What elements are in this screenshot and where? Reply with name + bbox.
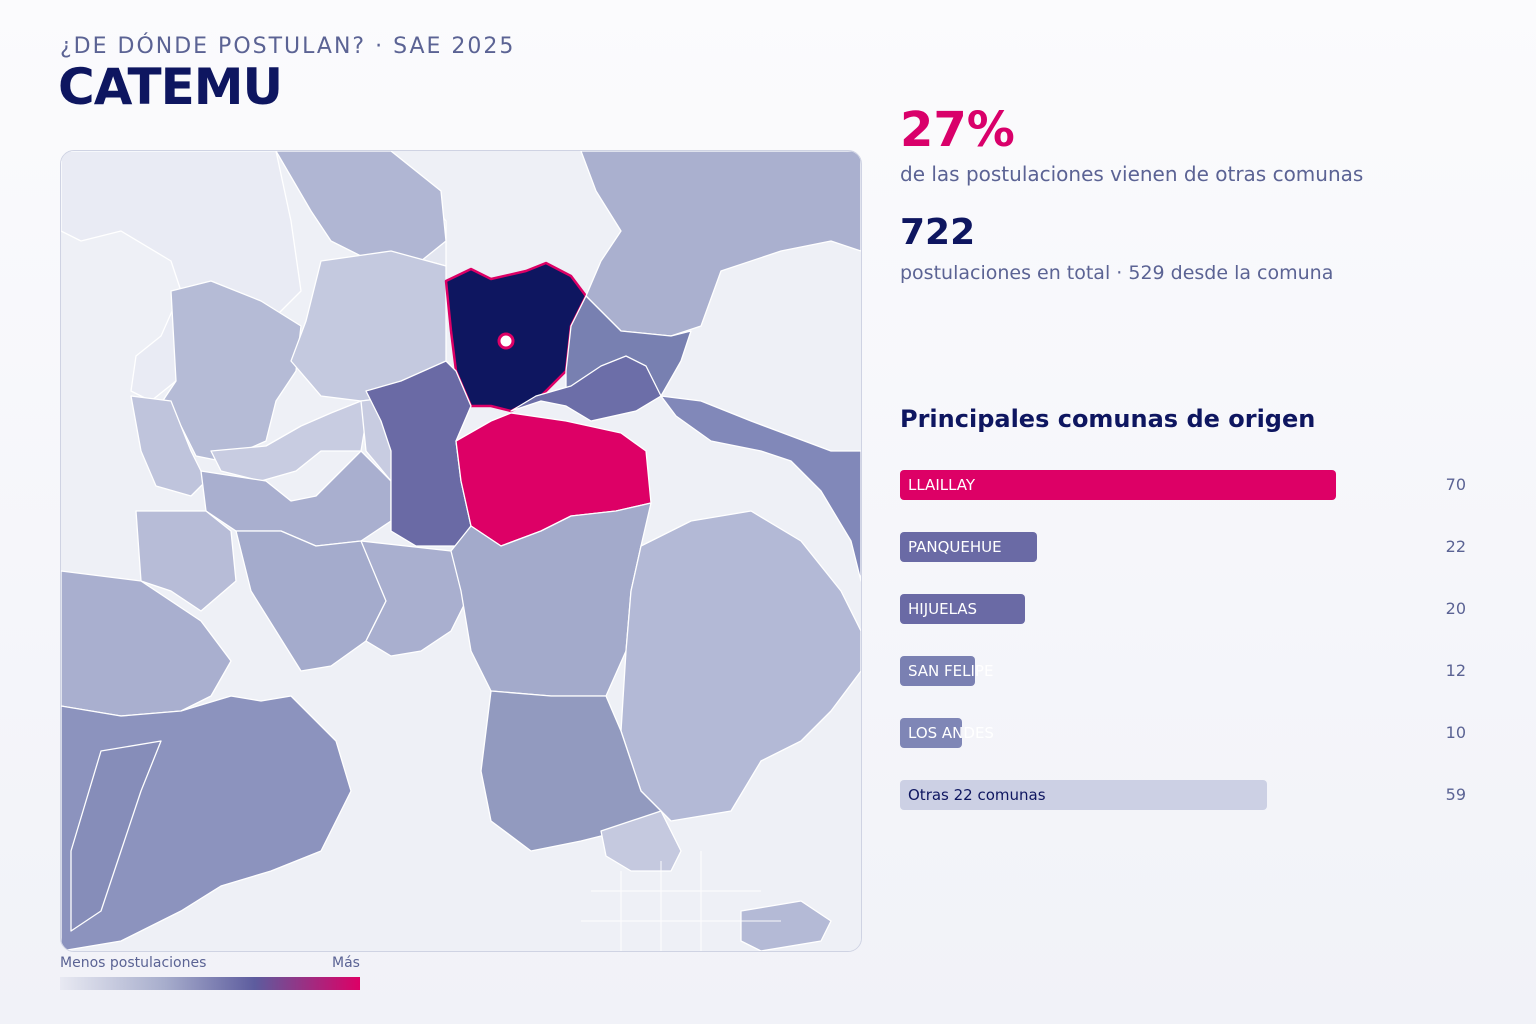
region-se-small	[740, 900, 832, 951]
origin-bar-label: LOS ANDES	[908, 724, 994, 742]
region-left-mid	[135, 510, 237, 612]
origin-bar-label: SAN FELIPE	[908, 662, 994, 680]
origin-bar-row[interactable]: Otras 22 comunas 59	[900, 780, 1470, 810]
total-applications-caption: postulaciones en total · 529 desde la co…	[900, 262, 1334, 284]
origin-bar-row[interactable]: PANQUEHUE 22	[900, 532, 1470, 562]
origin-bar-value: 22	[1445, 537, 1466, 556]
legend-gradient	[60, 977, 360, 990]
region-san-felipe-strip	[660, 395, 861, 582]
origin-bar	[900, 656, 975, 686]
legend-min-label: Menos postulaciones	[60, 955, 207, 971]
origin-bar-label: HIJUELAS	[908, 600, 978, 618]
origin-bar-row[interactable]: LLAILLAY 70	[900, 470, 1470, 500]
origin-bar-value: 20	[1445, 599, 1466, 618]
origin-bar	[900, 718, 962, 748]
map-kicker: ¿DE DÓNDE POSTULAN? · SAE 2025	[60, 34, 516, 59]
origin-bar	[900, 532, 1037, 562]
region-panquehue	[510, 355, 662, 422]
region-east-large	[620, 510, 861, 822]
region-north-east	[580, 151, 861, 337]
region-south-small	[600, 810, 682, 872]
external-share-percent: 27%	[900, 102, 1015, 158]
choropleth-map[interactable]	[60, 150, 862, 952]
origin-bar	[900, 594, 1025, 624]
origin-bar-value: 12	[1445, 661, 1466, 680]
origin-bar-row[interactable]: LOS ANDES 10	[900, 718, 1470, 748]
legend-max-label: Más	[332, 955, 360, 971]
origin-bar-label: PANQUEHUE	[908, 538, 1002, 556]
region-sw2	[70, 740, 162, 932]
region-center-left	[360, 540, 472, 657]
origin-bar-value: 70	[1445, 475, 1466, 494]
origin-bar-row[interactable]: SAN FELIPE 12	[900, 656, 1470, 686]
origin-bar-row[interactable]: HIJUELAS 20	[900, 594, 1470, 624]
origin-bar-value: 59	[1445, 785, 1466, 804]
origin-bar	[900, 780, 1267, 810]
region-west2	[130, 395, 207, 497]
external-share-caption: de las postulaciones vienen de otras com…	[900, 162, 1364, 186]
origin-bar-label: Otras 22 comunas	[908, 786, 1046, 804]
commune-location-marker	[497, 332, 515, 350]
commune-title: CATEMU	[58, 58, 283, 116]
origin-bar-label: LLAILLAY	[908, 476, 976, 494]
origin-bar	[900, 470, 1336, 500]
total-applications: 722	[900, 212, 976, 253]
origins-title: Principales comunas de origen	[900, 405, 1316, 433]
origin-bar-value: 10	[1445, 723, 1466, 742]
